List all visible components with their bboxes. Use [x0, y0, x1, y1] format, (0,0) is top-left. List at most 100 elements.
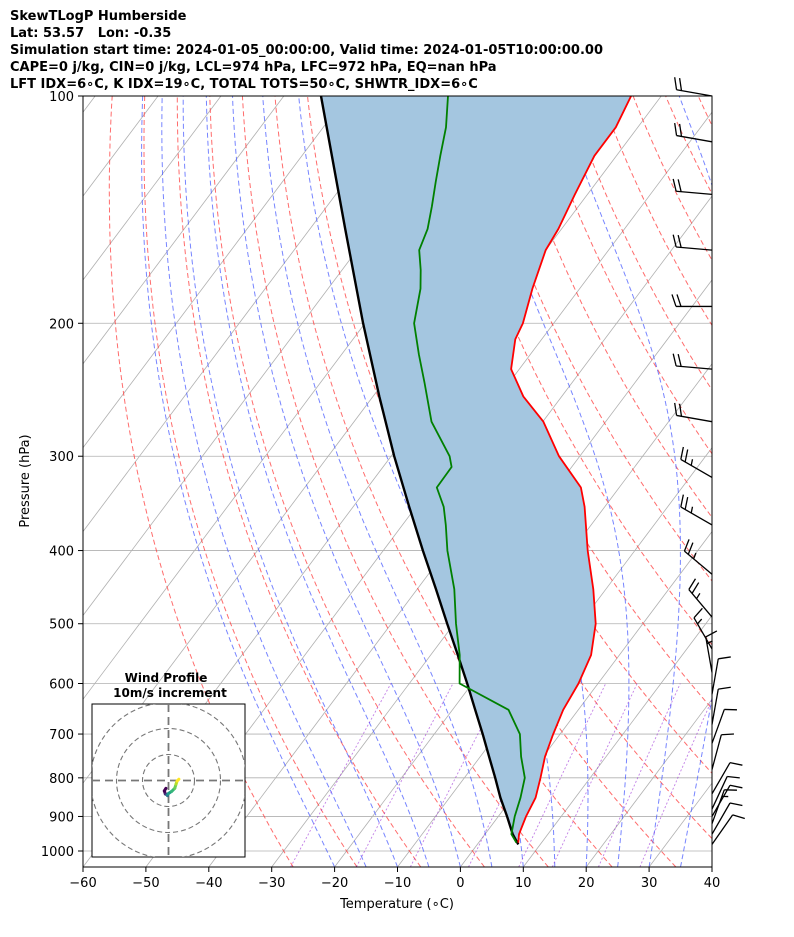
- wind-barb-flag: [672, 353, 677, 367]
- wind-barb: [693, 607, 713, 650]
- wind-barb: [711, 708, 737, 744]
- moist-adiabat: [678, 96, 712, 867]
- wind-barb-staff: [676, 89, 713, 97]
- wind-barb-flag: [680, 494, 684, 508]
- wind-barb-flag: [672, 178, 677, 192]
- y-tick-label: 200: [49, 317, 74, 332]
- wind-barb: [711, 775, 740, 810]
- dry-adiabat: [209, 96, 485, 867]
- wind-barb-staff: [676, 365, 713, 370]
- wind-barb-staff: [676, 134, 713, 143]
- wind-barb-flag: [680, 446, 684, 460]
- isotherm: [83, 96, 96, 113]
- x-tick-label: 20: [578, 876, 595, 891]
- wind-barb-flag: [674, 402, 678, 416]
- wind-barb: [672, 234, 713, 251]
- wind-barb: [711, 656, 731, 695]
- wind-barb-half-flag: [693, 552, 697, 560]
- wind-barb-flag: [674, 122, 678, 136]
- wind-barb-staff: [676, 246, 713, 251]
- wind-barb: [711, 789, 737, 824]
- time-line: Simulation start time: 2024-01-05_00:00:…: [10, 43, 603, 58]
- x-axis: −60 −50 −40 −30 −20 −10 0 10 20 30 40: [69, 867, 720, 891]
- mixing-ratio-line: [409, 683, 505, 867]
- wind-barb: [711, 686, 731, 725]
- dry-adiabat: [143, 96, 358, 867]
- y-tick-label: 800: [49, 772, 74, 787]
- wind-barb-flag: [678, 78, 683, 91]
- moist-adiabat: [711, 864, 712, 867]
- moist-adiabat: [744, 96, 794, 867]
- moist-adiabat: [141, 96, 336, 867]
- wind-barb-flag: [691, 582, 700, 594]
- wind-barb: [672, 353, 713, 370]
- chart-header: SkewTLogP Humberside Lat: 53.57 Lon: -0.…: [10, 8, 603, 93]
- y-tick-label: 900: [49, 810, 74, 825]
- wind-barb-flag: [727, 775, 740, 779]
- wind-barb-flag: [729, 762, 743, 766]
- y-axis: 1000 900 800 700 600 500 400 300 200 100: [41, 90, 83, 860]
- cape-line: CAPE=0 j/kg, CIN=0 j/kg, LCL=974 hPa, LF…: [10, 60, 497, 75]
- isotherm: [711, 866, 712, 867]
- wind-barb: [680, 494, 713, 526]
- wind-barb-flag: [678, 403, 683, 417]
- x-tick-label: 40: [704, 876, 721, 891]
- wind-barb-flag: [674, 77, 678, 90]
- cape-region: [321, 96, 632, 843]
- temperature-profile-line: [510, 96, 632, 843]
- dry-adiabat: [600, 96, 712, 327]
- moist-adiabat: [466, 96, 630, 867]
- wind-barb-flag: [677, 353, 682, 367]
- x-tick-label: 0: [456, 876, 464, 891]
- wind-barb-flag: [688, 578, 697, 590]
- moist-adiabat: [182, 96, 398, 867]
- wind-barb-flag: [671, 294, 677, 307]
- wind-barb-staff: [688, 589, 713, 618]
- index-line: LFT IDX=6∘C, K IDX=19∘C, TOTAL TOTS=50∘C…: [10, 77, 478, 92]
- wind-barb-flag: [684, 496, 689, 510]
- isotherm: [585, 698, 712, 867]
- y-tick-label: 500: [49, 618, 74, 633]
- wind-barb-staff: [711, 802, 731, 835]
- wind-barb-flag: [687, 542, 694, 555]
- wind-barb-staff: [711, 658, 719, 695]
- wind-barb: [674, 77, 713, 97]
- dry-adiabat: [502, 96, 712, 519]
- isotherm: [334, 363, 712, 867]
- wind-barb-half-flag: [690, 506, 694, 514]
- dry-adiabat: [731, 96, 794, 867]
- inset-title-line1: Wind Profile: [125, 671, 208, 685]
- inset-ring: [141, 753, 196, 808]
- wind-barb-flag: [718, 686, 731, 690]
- wind-barb-staff: [711, 688, 719, 725]
- wind-barb-flag: [677, 179, 682, 192]
- wind-barb: [674, 402, 713, 423]
- inset-frame: [91, 703, 246, 858]
- mixing-ratio-line: [355, 683, 454, 867]
- parcel-profile-line: [319, 96, 520, 845]
- wind-barb: [711, 814, 745, 845]
- wind-barb-flag: [705, 630, 718, 638]
- wind-barb-flag: [672, 234, 677, 248]
- wind-barb: [672, 178, 713, 196]
- wind-barb-staff: [711, 762, 731, 795]
- wind-barb-flag: [684, 449, 689, 463]
- cape-shading: [321, 96, 632, 843]
- wind-barb-flag: [729, 784, 743, 789]
- wind-barb: [711, 762, 743, 795]
- inset-ring: [115, 727, 222, 834]
- x-tick-label: −30: [258, 876, 285, 891]
- wind-barb-staff: [711, 789, 725, 824]
- mixing-ratio-line: [518, 683, 607, 867]
- wind-profile-inset: Wind Profile 10m/s increment: [91, 671, 246, 858]
- wind-barb-staff: [711, 709, 725, 744]
- dewpoint-profile-line: [413, 96, 526, 844]
- wind-barb-staff: [676, 190, 713, 196]
- moist-adiabat: [262, 96, 493, 867]
- moist-adiabat: [205, 96, 430, 867]
- wind-barb-flag: [693, 607, 703, 619]
- isotherm: [83, 96, 285, 365]
- wind-barb-flag: [677, 234, 682, 248]
- x-tick-label: −50: [132, 876, 159, 891]
